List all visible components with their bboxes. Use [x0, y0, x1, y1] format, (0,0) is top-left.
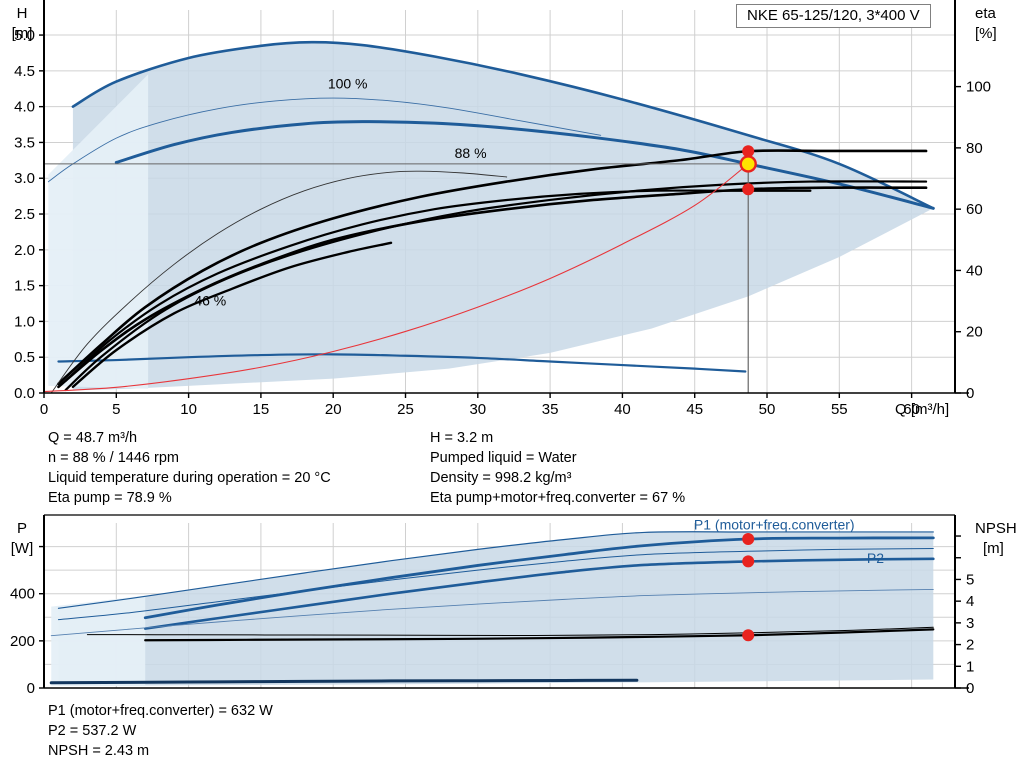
chart1-ytick-label: 1.0: [14, 313, 35, 330]
duty-info-right: H = 3.2 m Pumped liquid = Water Density = …: [430, 428, 685, 508]
chart2-curve-3: [57, 547, 934, 621]
chart1-curve-7: [64, 189, 812, 382]
chart2-y2tick-label: 4: [966, 593, 974, 610]
chart1-ytick-label: 3.5: [14, 134, 35, 151]
chart2-y2tick-label: 0: [966, 680, 974, 697]
power-info-line-0: P1 (motor+freq.converter) = 632 W: [48, 703, 273, 719]
chart2-curve-0: [143, 536, 935, 620]
chart1-annotation-0: 100 %: [328, 76, 368, 92]
duty-info-left-line-0: Q = 48.7 m³/h: [48, 430, 138, 446]
chart2-band-light-wedge: [51, 595, 146, 687]
chart2-duty-marker-0[interactable]: [742, 533, 755, 546]
chart1-y2tick-label: 40: [966, 262, 983, 279]
duty-info-right-line-3: Eta pump+motor+freq.converter = 67 %: [430, 490, 686, 506]
chart2-y2-axis-unit: [m]: [983, 540, 1004, 557]
power-info: P1 (motor+freq.converter) = 632 W P2 = 53…: [48, 701, 273, 761]
chart1-xtick-label: 5: [112, 401, 120, 418]
chart1-xtick-label: 10: [180, 401, 197, 418]
chart2-curve-2: [143, 557, 935, 630]
chart2-operating-band: [58, 531, 934, 686]
chart1-xtick-label: 60: [903, 401, 920, 418]
chart2-curve-1: [57, 531, 934, 609]
chart2-y2-axis-label: NPSH: [975, 520, 1017, 537]
chart1-curve-2: [47, 97, 602, 183]
duty-info-left: Q = 48.7 m³/h n = 88 % / 1446 rpm Liquid t…: [48, 428, 331, 508]
chart1-y-axis-label: H: [17, 5, 28, 22]
chart1-band-light-wedge: [48, 74, 149, 389]
chart1-x-axis-label: Q [m³/h]: [895, 401, 949, 418]
chart1-ytick-label: 5.0: [14, 27, 35, 44]
chart1-xtick-label: 25: [397, 401, 414, 418]
chart1-y2-axis-label: eta: [975, 5, 997, 22]
chart1-curve-10: [43, 163, 749, 393]
chart1-y2tick-label: 80: [966, 140, 983, 157]
chart2-y2tick-label: 1: [966, 658, 974, 675]
chart1-xtick-label: 35: [542, 401, 559, 418]
head-efficiency-chart: 0 5 10 15 20 25 30 35 40 45 50 55 60Q [m³/h]0.00.51.…: [12, 0, 997, 418]
chart1-curve-8: [71, 241, 393, 389]
chart1-eta-marker-0[interactable]: [742, 145, 755, 158]
chart1-y2tick-label: 60: [966, 201, 983, 218]
chart1-y-axis-unit: [m]: [12, 25, 33, 42]
chart2-y-axis-label: P: [17, 520, 27, 537]
chart1-duty-point-marker[interactable]: [739, 155, 757, 173]
chart2-curve-6: [86, 626, 934, 636]
chart1-ytick-label: 2.5: [14, 206, 35, 223]
chart2-y2tick-label: 2: [966, 637, 974, 654]
pump-model-title: NKE 65-125/120, 3*400 V: [736, 4, 931, 28]
chart1-curve-6: [64, 180, 928, 392]
chart1-curve-0: [71, 40, 935, 210]
chart1-xtick-label: 55: [831, 401, 848, 418]
duty-info-right-line-2: Density = 998.2 kg/m³: [430, 470, 572, 486]
chart1-xtick-label: 15: [253, 401, 270, 418]
chart1-xtick-label: 45: [686, 401, 703, 418]
chart1-eta-marker-1[interactable]: [742, 183, 755, 196]
chart1-y2tick-label: 20: [966, 324, 983, 341]
chart2-ytick-label: 0: [27, 680, 35, 697]
chart1-xtick-label: 20: [325, 401, 342, 418]
power-npsh-chart: 0 200 400 P [W] 0 1 2 3 4 5 NPSH [m] P1 (motor+freq.c…: [10, 514, 1017, 697]
power-info-line-2: NPSH = 2.43 m: [48, 743, 150, 759]
chart1-ytick-label: 4.0: [14, 99, 35, 116]
chart2-duty-marker-1[interactable]: [742, 555, 755, 568]
chart1-xtick-label: 50: [759, 401, 776, 418]
duty-info-left-line-3: Eta pump = 78.9 %: [48, 490, 172, 506]
chart2-ytick-label: 200: [10, 633, 35, 650]
chart1-curve-9: [50, 170, 508, 394]
chart2-annotation-1: P2: [867, 550, 884, 566]
chart2-duty-marker-2[interactable]: [742, 629, 755, 642]
duty-info-right-line-1: Pumped liquid = Water: [430, 450, 577, 466]
chart2-y2tick-label: 3: [966, 615, 974, 632]
chart1-annotation-2: 46 %: [194, 293, 226, 309]
chart1-y2tick-label: 100: [966, 79, 991, 96]
chart1-operating-band: [72, 42, 934, 391]
duty-info-left-line-2: Liquid temperature during operation = 20…: [48, 470, 331, 486]
chart2-ytick-label: 400: [10, 586, 35, 603]
chart1-ytick-label: 2.0: [14, 242, 35, 259]
duty-info-right-line-0: H = 3.2 m: [430, 430, 494, 446]
duty-info-left-line-1: n = 88 % / 1446 rpm: [48, 450, 179, 466]
chart2-y-axis-unit: [W]: [11, 540, 34, 557]
chart1-xtick-label: 30: [469, 401, 486, 418]
chart1-y2-axis-unit: [%]: [975, 25, 997, 42]
chart1-ytick-label: 0.0: [14, 385, 35, 402]
chart1-curve-3: [57, 353, 747, 373]
power-info-line-1: P2 = 537.2 W: [48, 723, 137, 739]
chart1-curve-1: [114, 120, 935, 210]
chart2-curve-5: [144, 628, 935, 642]
chart2-curve-4: [50, 589, 934, 637]
chart1-xtick-label: 0: [40, 401, 48, 418]
chart1-xtick-label: 40: [614, 401, 631, 418]
chart1-y2tick-label: 0: [966, 385, 974, 402]
chart2-y2tick-label: 5: [966, 571, 974, 588]
chart1-ytick-label: 4.5: [14, 63, 35, 80]
chart2-curve-7: [49, 678, 639, 685]
chart1-annotation-1: 88 %: [455, 145, 487, 161]
chart1-ytick-label: 3.0: [14, 170, 35, 187]
chart2-annotation-0: P1 (motor+freq.converter): [694, 517, 855, 533]
chart1-ytick-label: 0.5: [14, 349, 35, 366]
chart1-ytick-label: 1.5: [14, 278, 35, 295]
